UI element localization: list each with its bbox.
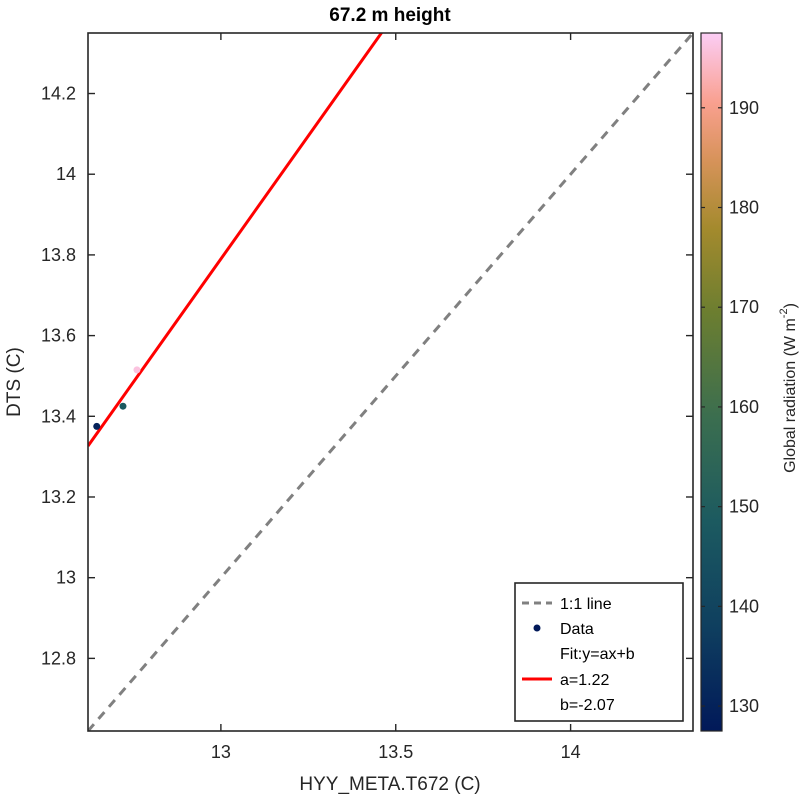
legend-1to1-label: 1:1 line bbox=[560, 596, 612, 613]
chart-title: 67.2 m height bbox=[329, 5, 451, 26]
legend-box bbox=[514, 582, 684, 722]
data-point bbox=[133, 366, 141, 374]
fit-line bbox=[88, 33, 384, 447]
colorbar-tick-label: 140 bbox=[729, 596, 759, 616]
colorbar-tick-label: 160 bbox=[729, 397, 759, 417]
plot-area: 13 13.5 14 12.8 13 13.2 13.4 13.6 13.8 14 14.2 bbox=[41, 32, 694, 762]
colorbar-tick-label: 170 bbox=[729, 297, 759, 317]
legend: 1:1 line Data Fit:y=ax+b a=1.22 b=-2.07 bbox=[514, 582, 684, 722]
y-tick-label: 13.4 bbox=[41, 406, 76, 426]
y-tick-label: 13.2 bbox=[41, 487, 76, 507]
legend-data-marker bbox=[533, 624, 541, 632]
data-point bbox=[119, 402, 127, 410]
colorbar-tick-label: 150 bbox=[729, 497, 759, 517]
data-points bbox=[93, 366, 141, 430]
x-tick-label: 14 bbox=[561, 742, 581, 762]
y-tick-label: 13.8 bbox=[41, 245, 76, 265]
y-axis-ticks: 12.8 13 13.2 13.4 13.6 13.8 14 14.2 bbox=[41, 84, 693, 668]
x-axis-label: HYY_META.T672 (C) bbox=[299, 774, 480, 795]
y-axis-label: DTS (C) bbox=[4, 347, 25, 417]
plot-frame bbox=[87, 32, 694, 732]
y-tick-label: 13 bbox=[56, 568, 76, 588]
y-tick-label: 12.8 bbox=[41, 648, 76, 668]
colorbar-tick-label: 130 bbox=[729, 696, 759, 716]
x-tick-label: 13 bbox=[211, 742, 231, 762]
legend-fit-b: b=-2.07 bbox=[560, 697, 615, 714]
colorbar-tick-label: 180 bbox=[729, 198, 759, 218]
colorbar-ticks: 130 140 150 160 170 180 190 bbox=[701, 98, 759, 716]
y-tick-label: 14 bbox=[56, 164, 76, 184]
x-axis-ticks: 13 13.5 14 bbox=[211, 33, 581, 762]
one-to-one-line bbox=[88, 33, 693, 731]
x-tick-label: 13.5 bbox=[378, 742, 413, 762]
colorbar-tick-label: 190 bbox=[729, 98, 759, 118]
y-tick-label: 14.2 bbox=[41, 84, 76, 104]
legend-fit-equation: Fit:y=ax+b bbox=[560, 646, 635, 663]
legend-fit-a: a=1.22 bbox=[560, 672, 609, 689]
legend-data-label: Data bbox=[560, 621, 594, 638]
colorbar-label: Global radiation (W m-2) bbox=[778, 303, 799, 473]
colorbar-gradient bbox=[700, 32, 723, 732]
data-point bbox=[93, 422, 101, 430]
y-tick-label: 13.6 bbox=[41, 326, 76, 346]
colorbar: 130 140 150 160 170 180 190 Global radiation (… bbox=[700, 32, 799, 732]
